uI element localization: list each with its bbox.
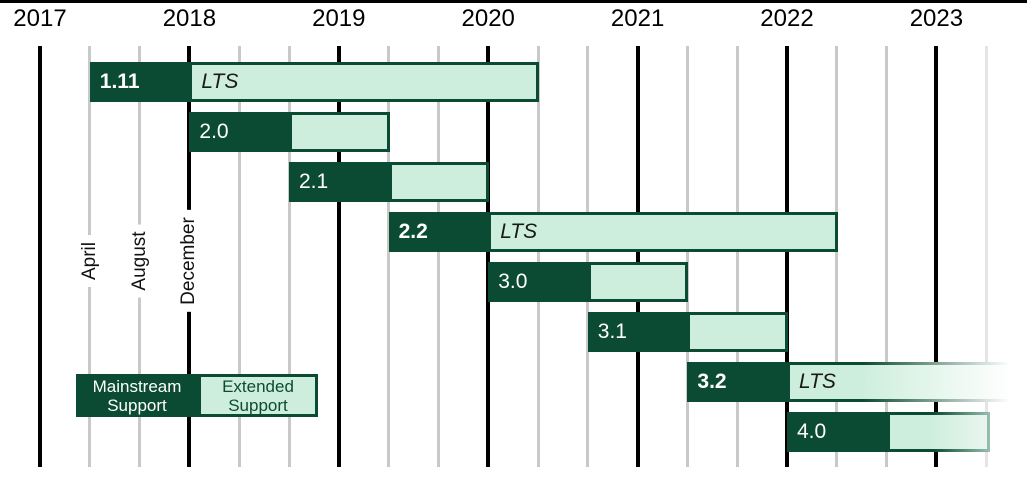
version-label: 1.11 (99, 70, 140, 93)
legend-extended-support: Extended Support (198, 374, 318, 417)
version-label: 3.2 (697, 370, 727, 393)
year-gridline (785, 46, 789, 467)
year-gridline (635, 46, 640, 467)
month-gridline (536, 46, 540, 467)
legend-mainstream-line2: Support (107, 395, 167, 415)
version-bar-2.1: 2.1 (289, 162, 490, 202)
version-label: 4.0 (797, 420, 827, 443)
version-label: 2.1 (299, 170, 329, 193)
year-label-2020: 2020 (461, 5, 515, 32)
month-gridline (735, 46, 739, 467)
legend-extended-line2: Support (228, 395, 288, 415)
extended-support-segment: LTS (189, 62, 539, 102)
legend-mainstream-support: Mainstream Support (76, 374, 198, 417)
year-gridline (934, 46, 939, 467)
month-gridline (436, 46, 440, 467)
extended-support-segment (388, 162, 490, 202)
month-label-april: April (75, 234, 104, 288)
mainstream-support-segment: 4.0 (787, 412, 887, 452)
version-label: 2.2 (398, 220, 428, 243)
month-gridline (387, 46, 391, 467)
year-gridline (38, 46, 42, 467)
month-gridline (237, 46, 241, 467)
year-label-2017: 2017 (13, 5, 67, 32)
version-label: 3.0 (498, 270, 528, 293)
extended-support-segment (887, 412, 991, 452)
version-bar-4.0: 4.0 (787, 412, 990, 452)
month-gridline (885, 46, 889, 467)
lts-label: LTS (201, 70, 239, 93)
mainstream-support-segment: 3.1 (587, 312, 688, 352)
version-bar-3.0: 3.0 (488, 262, 689, 302)
top-border-line (0, 0, 1027, 3)
year-label-2019: 2019 (312, 5, 366, 32)
version-label: 3.1 (597, 320, 627, 343)
legend-mainstream-line1: Mainstream (92, 376, 182, 396)
version-bar-2.0: 2.0 (189, 112, 390, 152)
month-gridline (685, 46, 689, 467)
lts-label: LTS (500, 220, 538, 243)
lts-label: LTS (798, 370, 836, 393)
extended-support-segment: LTS (787, 362, 1027, 402)
year-label-2021: 2021 (610, 5, 665, 32)
mainstream-support-segment: 1.11 (89, 62, 190, 102)
month-gridline (984, 46, 988, 467)
version-bar-1.11: 1.11 LTS (89, 62, 539, 102)
version-bar-3.1: 3.1 (587, 312, 788, 352)
legend-extended-line1: Extended (222, 376, 294, 396)
mainstream-support-segment: 2.2 (388, 212, 489, 252)
extended-support-segment (687, 312, 788, 352)
month-label-december: December (175, 210, 204, 312)
extended-support-segment (288, 112, 390, 152)
year-label-2023: 2023 (909, 5, 964, 32)
extended-support-segment: LTS (488, 212, 838, 252)
year-gridline (336, 46, 341, 467)
mainstream-support-segment: 2.0 (189, 112, 289, 152)
support-legend: Mainstream Support Extended Support (76, 374, 318, 417)
mainstream-support-segment: 3.0 (488, 262, 588, 302)
month-label-august: August (125, 224, 154, 298)
mainstream-support-segment: 3.2 (687, 362, 787, 402)
mainstream-support-segment: 2.1 (289, 162, 389, 202)
month-gridline (586, 46, 590, 467)
month-gridline (835, 46, 839, 467)
year-gridline (486, 46, 491, 467)
year-label-2022: 2022 (760, 5, 814, 32)
extended-support-segment (587, 262, 689, 302)
version-bar-3.2: 3.2 LTS (687, 362, 1027, 402)
version-bar-2.2: 2.2 LTS (388, 212, 838, 252)
version-label: 2.0 (199, 120, 229, 143)
year-label-2018: 2018 (162, 5, 217, 32)
month-gridline (287, 46, 291, 467)
